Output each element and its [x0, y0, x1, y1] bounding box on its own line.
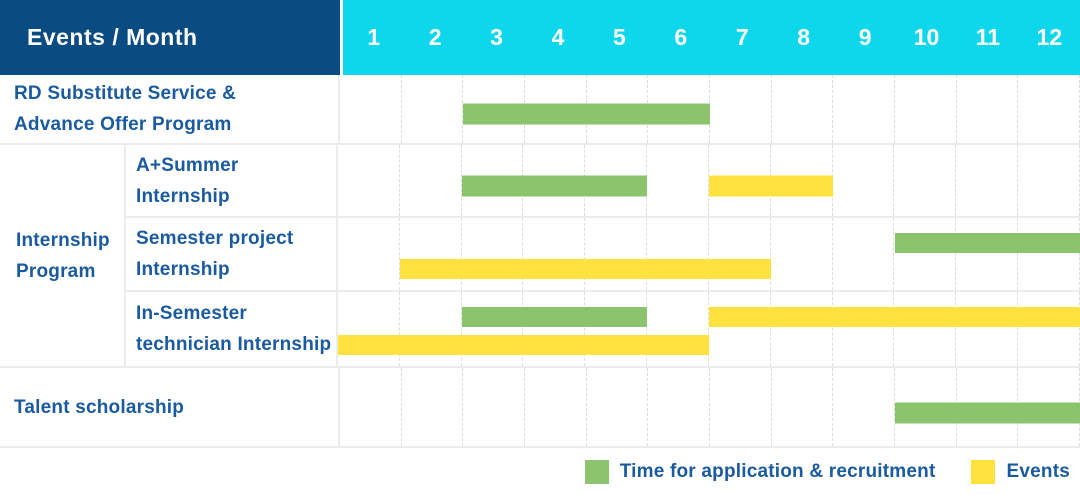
month-grid-cell [585, 218, 648, 290]
month-grid-cell [772, 368, 834, 446]
events-month-header-cell: Events / Month [0, 0, 340, 75]
month-grid-cell [709, 292, 771, 366]
month-grid-cell [772, 75, 834, 143]
month-header-row: 1 2 3 4 5 6 7 8 9 10 11 12 [340, 0, 1080, 75]
month-grid-cell [525, 368, 587, 446]
month-header-cell: 12 [1036, 24, 1063, 50]
gantt-bar-recruitment [463, 103, 710, 125]
month-grid-cell [523, 218, 586, 290]
row-label: In-Semester technician Internship [126, 292, 338, 366]
gantt-row: RD Substitute Service & Advance Offer Pro… [0, 75, 1080, 145]
gantt-bar-recruitment [895, 402, 1080, 424]
gantt-body: RD Substitute Service & Advance Offer Pro… [0, 75, 1080, 448]
month-grid-cell [709, 218, 771, 290]
month-header-cell: 2 [428, 24, 442, 50]
gantt-bar-recruitment [461, 175, 648, 197]
month-grid-cell [833, 218, 895, 290]
month-grid-cell [894, 145, 957, 216]
month-header-cell: 7 [735, 24, 749, 50]
month-header-cell: 6 [674, 24, 688, 50]
month-grid-cell [402, 368, 464, 446]
month-grid-cell [647, 218, 709, 290]
month-grid-cell [894, 218, 957, 290]
legend-item-events: Events [971, 460, 1070, 484]
month-header-cell: 5 [613, 24, 626, 50]
month-grid-cell [340, 75, 402, 143]
row-label: Talent scholarship [0, 368, 340, 446]
month-grid-cell [338, 145, 400, 216]
header-row: Events / Month 1 2 3 4 5 6 7 8 9 10 11 12 [0, 0, 1080, 75]
row-label: A+Summer Internship [126, 145, 338, 216]
month-grid-cell [402, 75, 464, 143]
month-grid-cell [833, 145, 895, 216]
month-grid-cell [833, 292, 895, 366]
gantt-row: In-Semester technician Internship [126, 292, 1080, 366]
row-chart-area [338, 292, 1080, 366]
month-grid-cell [895, 75, 957, 143]
month-header-cell: 9 [858, 24, 872, 50]
month-grid-cell [710, 368, 772, 446]
legend-label-recruitment: Time for application & recruitment [619, 461, 936, 482]
month-header-cell: 4 [551, 24, 565, 50]
month-grid-cell [1018, 75, 1080, 143]
month-grid-cell [585, 292, 648, 366]
month-header-cell: 11 [975, 24, 1001, 50]
month-grid-cell [338, 218, 400, 290]
month-grid-cell [523, 292, 586, 366]
month-grid-cell [587, 368, 649, 446]
gantt-row: Semester project Internship [126, 218, 1080, 292]
legend: Time for application & recruitment Event… [0, 448, 1080, 494]
legend-item-recruitment: Time for application & recruitment [584, 460, 936, 484]
month-grid-cell [710, 75, 772, 143]
month-grid-cell [1018, 145, 1080, 216]
month-grid-cell [462, 292, 524, 366]
month-grid-cell [338, 292, 400, 366]
row-chart-area [340, 75, 1080, 143]
month-grid-cell [956, 218, 1019, 290]
month-grid-cell [956, 292, 1019, 366]
month-grid-cell [1018, 292, 1080, 366]
row-chart-area [338, 145, 1080, 216]
month-grid-cell [648, 368, 711, 446]
month-grid-cell [833, 368, 896, 446]
gantt-bar-recruitment [894, 233, 1080, 253]
month-grid-cell [647, 145, 709, 216]
month-grid-cell [833, 75, 896, 143]
month-header-cell: 8 [797, 24, 811, 50]
month-grid-cell [1018, 218, 1080, 290]
month-grid-cell [400, 145, 462, 216]
gantt-row: A+Summer Internship [126, 145, 1080, 218]
month-grid-cell [957, 75, 1019, 143]
gantt-bar-events [709, 307, 1080, 327]
month-header-cell: 1 [367, 24, 381, 50]
month-grid-cell [463, 368, 526, 446]
gantt-bar-events [399, 259, 771, 279]
gantt-bar-events [338, 335, 709, 355]
month-grid-cell [894, 292, 957, 366]
row-label: Semester project Internship [126, 218, 338, 290]
row-chart-area [338, 218, 1080, 290]
month-header-cell: 10 [913, 24, 940, 50]
month-grid-cell [400, 292, 462, 366]
month-grid-cell [956, 145, 1019, 216]
gantt-bar-recruitment [461, 307, 648, 327]
group-label: Internship Program [0, 145, 126, 366]
events-color-swatch [971, 460, 996, 484]
month-header-cell: 3 [490, 24, 503, 50]
month-grid-cell [771, 218, 833, 290]
gantt-bar-events [709, 175, 833, 197]
month-grid-cell [400, 218, 462, 290]
legend-label-events: Events [1006, 461, 1070, 482]
internship-program-group: Internship Program A+Summer Internship Semes… [0, 145, 1080, 368]
internship-program-subrows: A+Summer Internship Semester project Intern… [126, 145, 1080, 366]
month-grid-cell [462, 218, 524, 290]
month-grid-cell [771, 292, 833, 366]
month-grid-cell [647, 292, 709, 366]
recruitment-color-swatch [584, 460, 609, 484]
row-label: RD Substitute Service & Advance Offer Pro… [0, 75, 340, 143]
gantt-row: Talent scholarship [0, 368, 1080, 448]
row-chart-area [340, 368, 1080, 446]
month-grid-cell [340, 368, 402, 446]
